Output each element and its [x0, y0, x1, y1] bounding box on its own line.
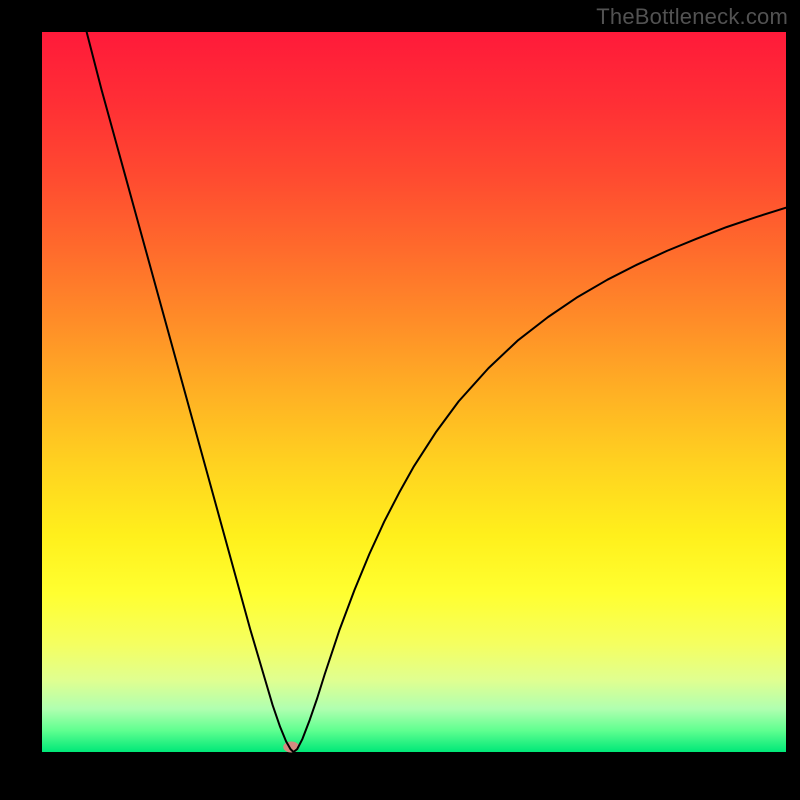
bottleneck-chart: [0, 0, 800, 800]
plot-area: [42, 32, 786, 752]
watermark-text: TheBottleneck.com: [596, 4, 788, 30]
